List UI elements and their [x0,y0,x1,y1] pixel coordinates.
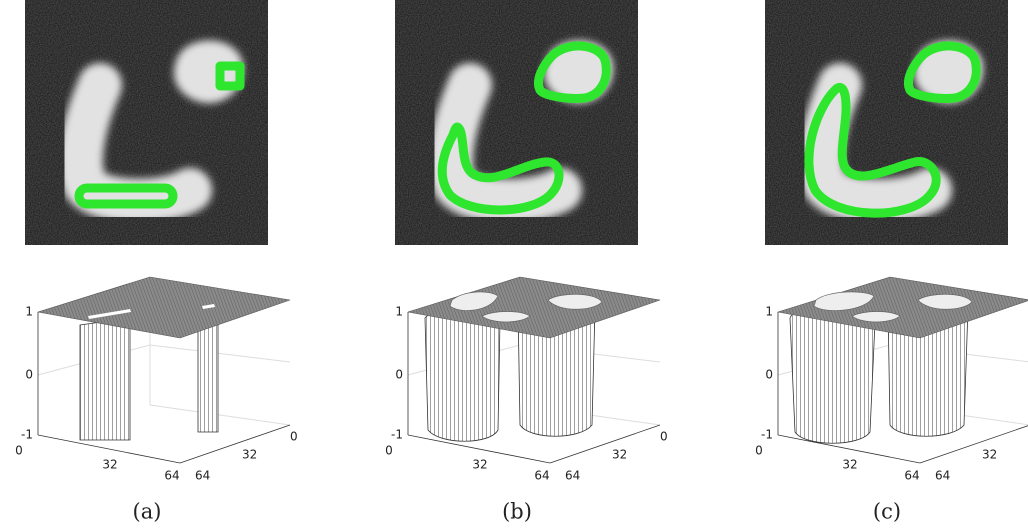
x-tick-label: 64 [904,469,919,483]
contour [534,41,611,103]
noisy-image [395,0,638,245]
contour [215,61,245,91]
y-tick-label: 32 [612,448,627,462]
caption: (b) [502,500,532,524]
contour [74,183,178,209]
z-tick-label: 1 [25,305,33,319]
x-tick-label: 0 [755,444,763,458]
contour [804,82,941,218]
y-tick-label: 32 [982,448,997,462]
y-tick-label: 0 [290,430,298,444]
axis-line [407,434,551,464]
y-tick-label: 0 [660,430,668,444]
hole [547,293,603,310]
hole [917,293,973,310]
grid-line [149,404,291,426]
surface-top [37,276,291,339]
x-tick-label: 64 [164,469,179,483]
z-tick-label: 0 [395,368,403,382]
z-tick-label: -1 [761,428,773,442]
z-tick-label: 0 [765,368,773,382]
hole [481,311,531,323]
contour [904,41,981,103]
z-tick-label: 1 [765,305,773,319]
contour [437,122,564,215]
y-tick-label: 64 [935,469,950,483]
x-tick-label: 64 [534,469,549,483]
surface-plot [407,276,661,464]
noisy-image [25,0,268,245]
y-tick-label: 32 [242,448,257,462]
x-tick-label: 32 [842,458,857,472]
surface-top [777,276,1028,339]
grid-line [149,344,291,363]
axis-line [919,425,1028,464]
y-tick-label: 64 [565,469,580,483]
surface-wall [79,317,131,441]
surface-plot [777,276,1028,464]
object [798,63,952,223]
panel: 1 0 -1 0 32 64 64 32 0 (b) [385,0,668,524]
z-tick-label: -1 [391,428,403,442]
axis-line [179,424,291,464]
hole [449,291,499,311]
z-tick-label: 0 [25,368,33,382]
hole [88,309,131,319]
panel: 1 0 -1 0 32 64 64 32 0 (a) [15,0,298,524]
surface-top [407,276,661,339]
hole [813,291,875,311]
x-tick-label: 0 [385,444,393,458]
x-tick-label: 32 [102,458,117,472]
caption: (a) [133,500,162,524]
surface-plot [37,276,291,464]
hole [851,311,901,323]
axis-line [777,434,921,464]
axis-line [549,424,661,464]
z-tick-label: 1 [395,305,403,319]
object [428,63,582,223]
caption: (c) [873,500,901,524]
x-tick-label: 0 [15,444,23,458]
z-tick-label: -1 [21,428,33,442]
x-tick-label: 32 [472,458,487,472]
y-tick-label: 64 [195,469,210,483]
axis-line [37,434,181,464]
hole [202,304,215,309]
noisy-image [765,0,1008,245]
